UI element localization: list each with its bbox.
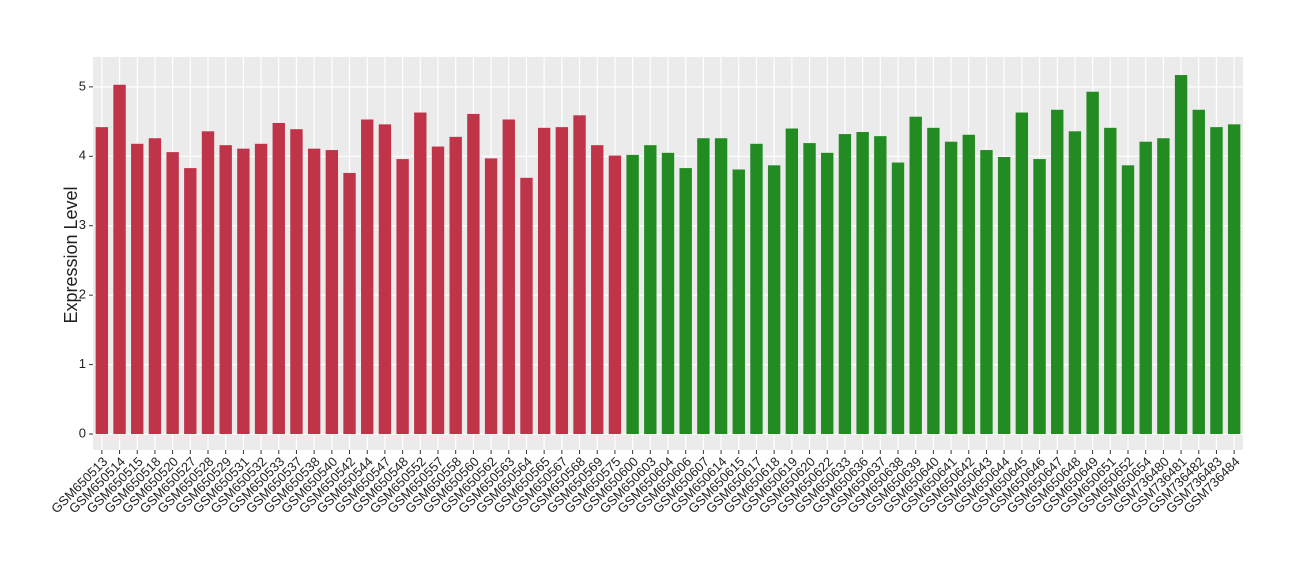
- bar: [1121, 165, 1135, 435]
- bar: [644, 145, 657, 435]
- bar: [573, 115, 586, 435]
- bar: [520, 177, 533, 435]
- bar: [785, 128, 799, 435]
- bar: [414, 112, 427, 435]
- bar: [1174, 75, 1188, 435]
- bar: [307, 148, 321, 435]
- y-tick-label: 4: [79, 148, 86, 163]
- bar: [1086, 91, 1099, 435]
- bar: [874, 136, 887, 435]
- bar: [732, 169, 745, 435]
- y-tick-label: 0: [79, 425, 86, 440]
- bar: [980, 150, 993, 435]
- bar: [608, 155, 622, 435]
- y-tick-label: 5: [79, 78, 86, 93]
- bar: [750, 143, 763, 435]
- bar: [1210, 127, 1223, 435]
- bar: [95, 127, 109, 435]
- bar: [997, 156, 1011, 435]
- bar: [838, 134, 852, 435]
- bar: [449, 136, 462, 435]
- bar: [927, 127, 940, 435]
- bar: [555, 127, 569, 435]
- bar: [467, 113, 480, 435]
- bar: [626, 154, 639, 435]
- bar: [166, 152, 179, 435]
- bar: [378, 124, 392, 435]
- bar: [113, 84, 126, 435]
- bar: [1157, 138, 1170, 435]
- bar: [361, 119, 374, 435]
- bar: [962, 134, 975, 435]
- bar: [909, 116, 922, 435]
- bar: [661, 152, 675, 435]
- bar: [254, 143, 268, 435]
- bar: [201, 131, 215, 435]
- y-tick-label: 3: [79, 217, 86, 232]
- bar: [679, 168, 692, 435]
- bar: [502, 119, 515, 435]
- bar: [148, 138, 162, 435]
- bar: [537, 127, 551, 435]
- bar: [1051, 109, 1064, 435]
- y-tick-label: 2: [79, 287, 86, 302]
- bar: [821, 152, 834, 435]
- bar: [1227, 124, 1241, 435]
- bar: [944, 141, 958, 435]
- bar: [484, 158, 498, 435]
- bar: [131, 143, 144, 435]
- bar: [184, 168, 197, 435]
- bar: [325, 150, 339, 435]
- bar: [891, 162, 905, 435]
- bar: [697, 138, 710, 435]
- bar: [803, 143, 816, 435]
- bar: [343, 172, 356, 435]
- bar: [767, 165, 781, 435]
- bar: [431, 146, 445, 435]
- bar: [1015, 112, 1029, 435]
- bar: [1033, 159, 1046, 435]
- y-axis-title: Expression Level: [61, 186, 81, 323]
- bar: [272, 122, 285, 435]
- bar: [591, 145, 604, 435]
- bar: [1104, 127, 1117, 435]
- bar: [290, 129, 303, 435]
- bar: [714, 138, 728, 435]
- bar: [856, 131, 869, 435]
- bar: [237, 148, 250, 435]
- y-tick-label: 1: [79, 356, 86, 371]
- bar: [219, 145, 232, 435]
- bar: [396, 159, 409, 435]
- bar: [1192, 109, 1205, 435]
- bar: [1139, 141, 1152, 435]
- bar: [1068, 131, 1082, 435]
